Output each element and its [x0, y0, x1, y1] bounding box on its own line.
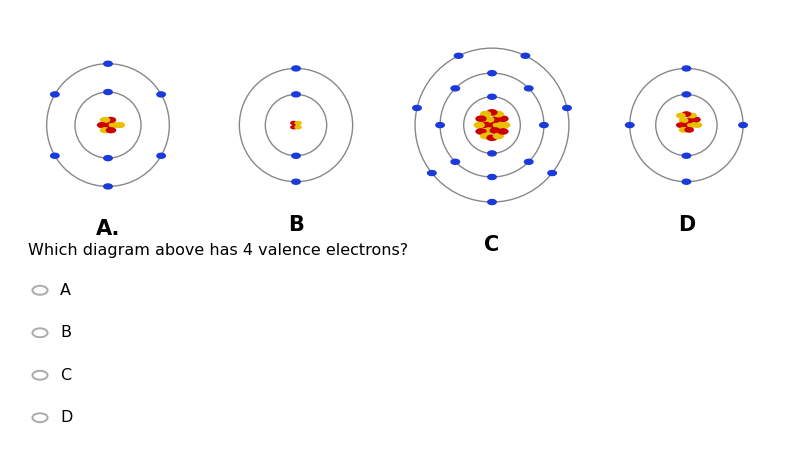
Circle shape — [562, 105, 571, 110]
Circle shape — [486, 109, 498, 116]
Text: C: C — [484, 235, 500, 255]
Circle shape — [548, 170, 556, 176]
Circle shape — [157, 92, 166, 97]
Text: D: D — [60, 410, 72, 425]
Circle shape — [483, 127, 494, 134]
Circle shape — [109, 122, 119, 128]
Circle shape — [454, 53, 463, 58]
Circle shape — [413, 105, 422, 110]
Circle shape — [104, 90, 112, 94]
Text: Which diagram above has 4 valence electrons?: Which diagram above has 4 valence electr… — [28, 243, 408, 258]
Circle shape — [290, 121, 298, 125]
Circle shape — [475, 115, 486, 122]
Circle shape — [687, 122, 697, 128]
Circle shape — [682, 179, 690, 184]
Circle shape — [102, 122, 114, 128]
Circle shape — [682, 66, 690, 71]
Circle shape — [486, 122, 498, 128]
Circle shape — [521, 53, 530, 58]
Circle shape — [100, 127, 110, 133]
Circle shape — [294, 125, 302, 129]
Circle shape — [488, 175, 496, 179]
Circle shape — [682, 122, 691, 128]
Circle shape — [475, 128, 486, 135]
Circle shape — [428, 170, 436, 176]
Circle shape — [290, 125, 298, 129]
Circle shape — [50, 92, 59, 97]
Text: A: A — [60, 283, 71, 298]
Circle shape — [106, 117, 116, 123]
Circle shape — [682, 92, 690, 97]
Circle shape — [490, 116, 501, 123]
Circle shape — [676, 122, 686, 128]
Circle shape — [682, 111, 691, 117]
Circle shape — [292, 153, 300, 158]
Circle shape — [451, 159, 459, 164]
Circle shape — [474, 122, 485, 128]
Text: D: D — [678, 215, 695, 235]
Circle shape — [493, 122, 504, 128]
Circle shape — [488, 151, 496, 156]
Circle shape — [684, 118, 694, 123]
Text: B: B — [288, 215, 304, 235]
Circle shape — [682, 153, 690, 158]
Circle shape — [498, 128, 509, 135]
Circle shape — [493, 133, 504, 139]
Circle shape — [480, 122, 491, 128]
Circle shape — [451, 86, 459, 91]
Circle shape — [488, 94, 496, 99]
Circle shape — [493, 111, 504, 118]
Circle shape — [687, 113, 697, 118]
Circle shape — [676, 113, 686, 118]
Circle shape — [106, 127, 116, 133]
Circle shape — [678, 127, 689, 133]
Circle shape — [294, 121, 302, 125]
Circle shape — [480, 133, 491, 139]
Circle shape — [104, 61, 112, 66]
Circle shape — [691, 117, 701, 122]
Circle shape — [738, 123, 747, 127]
Circle shape — [104, 184, 112, 189]
Circle shape — [436, 123, 444, 127]
Circle shape — [488, 71, 496, 76]
Circle shape — [157, 153, 166, 158]
Circle shape — [525, 86, 533, 91]
Circle shape — [525, 159, 533, 164]
Circle shape — [480, 111, 491, 118]
Circle shape — [292, 179, 300, 184]
Circle shape — [100, 117, 110, 123]
Circle shape — [540, 123, 548, 127]
Circle shape — [292, 92, 300, 97]
Circle shape — [693, 122, 702, 128]
Circle shape — [50, 153, 59, 158]
Text: C: C — [60, 368, 71, 383]
Circle shape — [684, 127, 694, 133]
Circle shape — [499, 122, 510, 128]
Circle shape — [486, 135, 498, 141]
Circle shape — [626, 123, 634, 127]
Circle shape — [292, 66, 300, 71]
Circle shape — [498, 115, 509, 122]
Circle shape — [488, 200, 496, 204]
Circle shape — [490, 127, 501, 134]
Circle shape — [104, 156, 112, 160]
Text: B: B — [60, 325, 71, 340]
Circle shape — [114, 122, 125, 128]
Circle shape — [483, 116, 494, 123]
Text: A.: A. — [96, 219, 120, 239]
Circle shape — [97, 122, 107, 128]
Circle shape — [678, 118, 689, 123]
